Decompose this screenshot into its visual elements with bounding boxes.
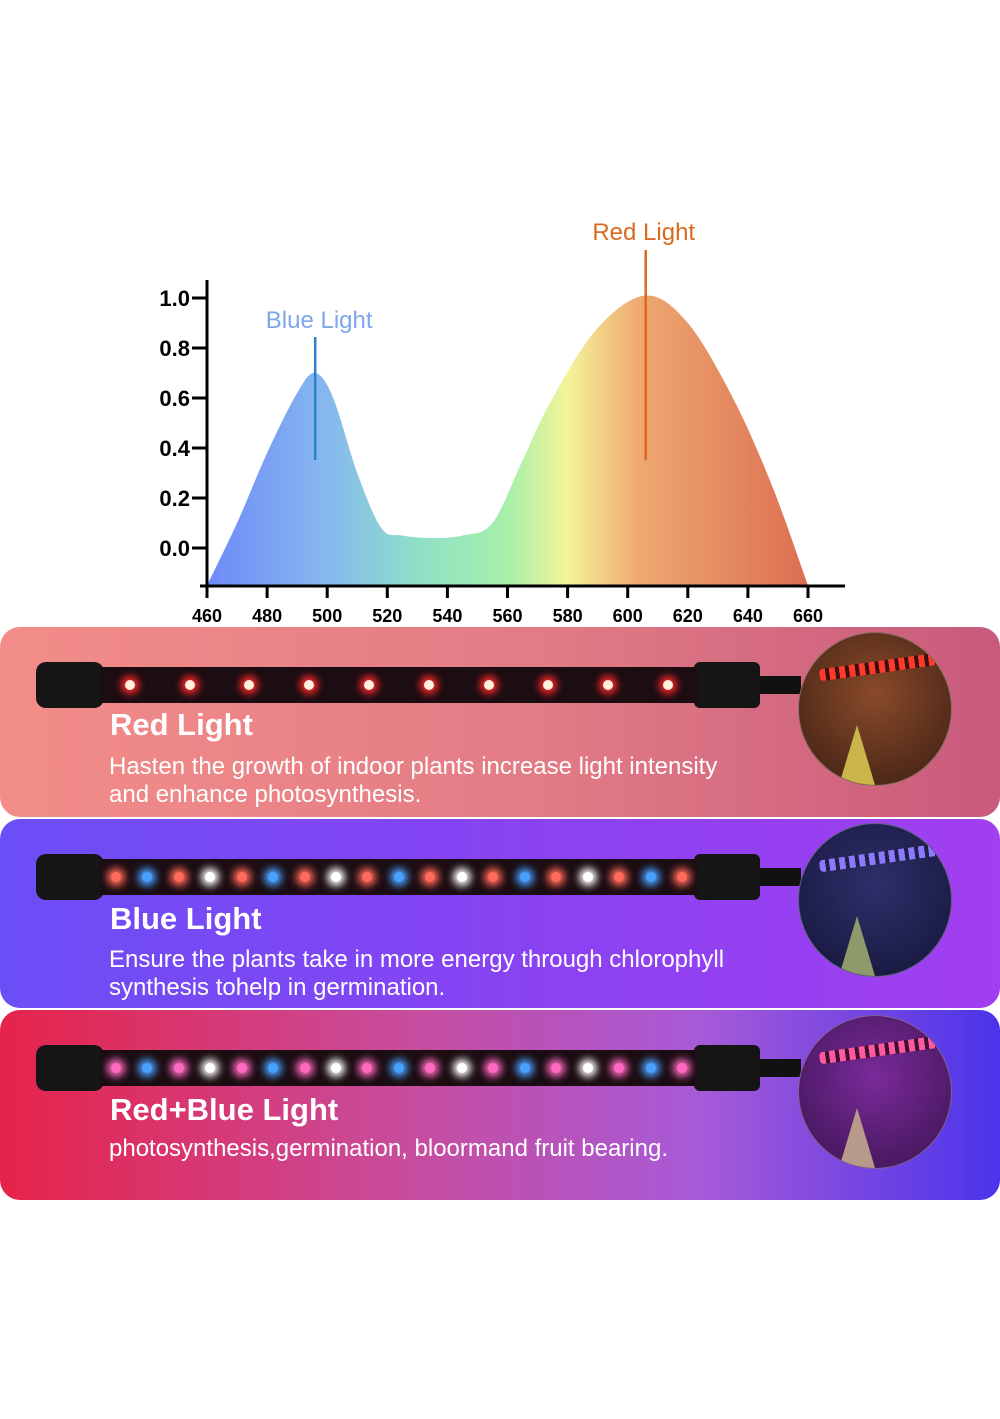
- red-blue-light-panel: Red+Blue Light photosynthesis,germinatio…: [0, 1010, 1000, 1200]
- x-tick-label: 480: [252, 606, 282, 626]
- led: [205, 1063, 216, 1073]
- led: [110, 872, 121, 882]
- led: [551, 872, 562, 882]
- panel-title: Red+Blue Light: [110, 1092, 339, 1127]
- led: [236, 872, 247, 882]
- led: [488, 1063, 499, 1073]
- led: [519, 872, 530, 882]
- led: [645, 1063, 656, 1073]
- x-tick-label: 580: [553, 606, 583, 626]
- led: [614, 1063, 625, 1073]
- led: [645, 872, 656, 882]
- led: [483, 680, 494, 690]
- peak-label: Red Light: [592, 219, 695, 246]
- spectrum-area: [207, 295, 808, 586]
- led: [184, 680, 195, 690]
- led: [425, 872, 436, 882]
- x-tick-label: 520: [372, 606, 402, 626]
- led: [551, 1063, 562, 1073]
- red-lamp-bar: [36, 662, 801, 708]
- led: [663, 680, 674, 690]
- x-tick-label: 660: [793, 606, 823, 626]
- y-tick-label: 0.6: [159, 386, 190, 411]
- y-tick-label: 1.0: [159, 286, 190, 311]
- led: [393, 1063, 404, 1073]
- x-tick-label: 460: [192, 606, 222, 626]
- panel-description: Hasten the growth of indoor plants incre…: [109, 753, 718, 808]
- led: [362, 1063, 373, 1073]
- peak-label: Blue Light: [266, 307, 373, 334]
- led: [142, 1063, 153, 1073]
- led: [362, 872, 373, 882]
- led: [603, 680, 614, 690]
- led: [677, 1063, 688, 1073]
- y-tick-label: 0.0: [159, 536, 190, 561]
- led: [393, 872, 404, 882]
- led: [582, 1063, 593, 1073]
- led: [677, 872, 688, 882]
- led: [304, 680, 315, 690]
- panel-title: Blue Light: [110, 901, 262, 936]
- led: [244, 680, 255, 690]
- led: [299, 872, 310, 882]
- led: [236, 1063, 247, 1073]
- blue-light-photo: [798, 823, 952, 977]
- led: [331, 872, 342, 882]
- blue-lamp-bar: [36, 854, 801, 900]
- panel-description: photosynthesis,germination, bloormand fr…: [109, 1135, 668, 1162]
- red-blue-lamp-bar: [36, 1045, 801, 1091]
- panel-title: Red Light: [110, 707, 253, 742]
- red-light-photo: [798, 632, 952, 786]
- red-blue-light-photo: [798, 1015, 952, 1169]
- led: [142, 872, 153, 882]
- x-tick-label: 560: [492, 606, 522, 626]
- led: [456, 1063, 467, 1073]
- spectrum-chart: 1.0 0.8 0.6 0.4 0.2 0.0 460 480 500 520 540 560 580 6…: [159, 219, 845, 626]
- led: [205, 872, 216, 882]
- led: [110, 1063, 121, 1073]
- led: [173, 1063, 184, 1073]
- led: [423, 680, 434, 690]
- x-tick-label: 500: [312, 606, 342, 626]
- led: [364, 680, 375, 690]
- led: [582, 872, 593, 882]
- led: [268, 872, 279, 882]
- y-tick-label: 0.4: [159, 436, 190, 461]
- led: [425, 1063, 436, 1073]
- x-tick-label: 540: [432, 606, 462, 626]
- led: [543, 680, 554, 690]
- led: [299, 1063, 310, 1073]
- led: [519, 1063, 530, 1073]
- panel-description: Ensure the plants take in more energy th…: [109, 946, 725, 1001]
- led: [268, 1063, 279, 1073]
- led: [614, 872, 625, 882]
- led: [456, 872, 467, 882]
- led: [488, 872, 499, 882]
- led: [124, 680, 135, 690]
- red-light-panel: Red Light Hasten the growth of indoor pl…: [0, 627, 1000, 817]
- led: [173, 872, 184, 882]
- x-tick-label: 640: [733, 606, 763, 626]
- blue-light-panel: Blue Light Ensure the plants take in mor…: [0, 819, 1000, 1008]
- y-tick-label: 0.8: [159, 336, 190, 361]
- x-tick-label: 600: [613, 606, 643, 626]
- x-tick-label: 620: [673, 606, 703, 626]
- y-tick-label: 0.2: [159, 486, 190, 511]
- led: [331, 1063, 342, 1073]
